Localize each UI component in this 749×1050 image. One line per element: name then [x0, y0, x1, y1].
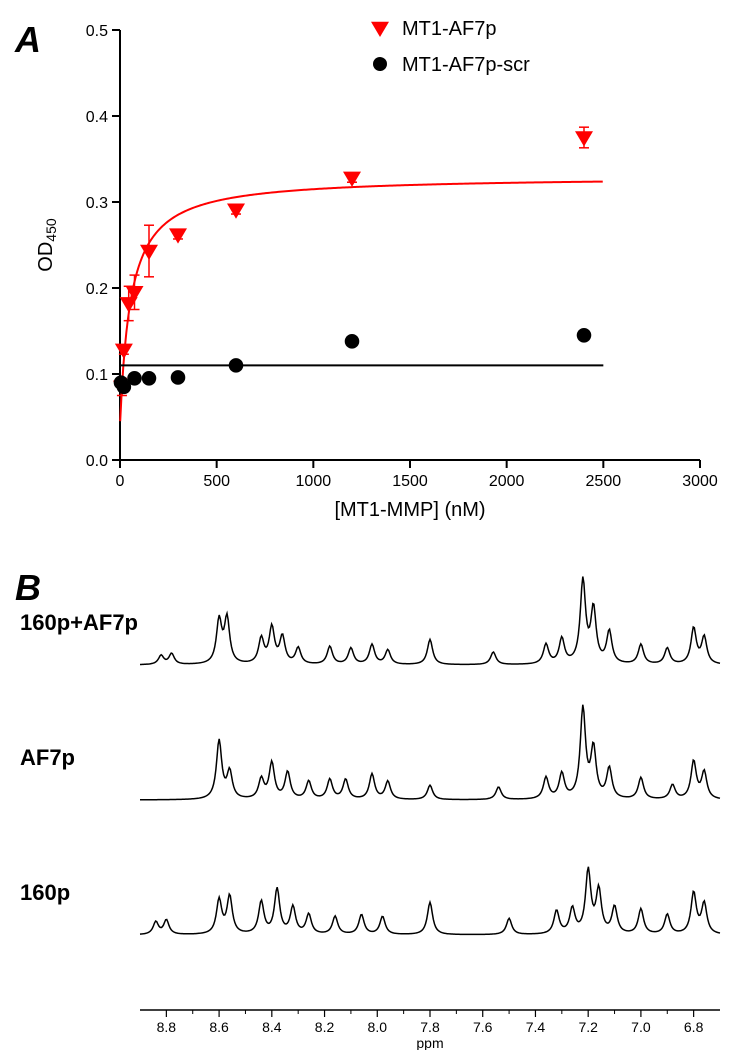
fit-curve: [120, 182, 603, 422]
panel-b-xtick-label: 7.0: [631, 1019, 651, 1035]
xtick-label: 2000: [489, 473, 525, 490]
ytick-label: 0.1: [86, 367, 108, 384]
panel-b-xtick-label: 8.8: [157, 1019, 177, 1035]
xtick-label: 1500: [392, 473, 428, 490]
panel-a-ylabel: OD450: [35, 218, 59, 272]
xtick-label: 0: [116, 473, 125, 490]
nmr-trace-label: AF7p: [20, 745, 75, 770]
panel-b-xtick-label: 7.2: [578, 1019, 598, 1035]
panel-b-label: B: [15, 567, 41, 608]
data-marker-triangle: [169, 228, 187, 243]
data-marker-triangle: [115, 344, 133, 359]
data-marker-circle: [142, 371, 157, 386]
data-marker-circle: [127, 371, 142, 386]
xtick-label: 1000: [296, 473, 332, 490]
panel-b-xtick-label: 8.6: [209, 1019, 229, 1035]
ytick-label: 0.5: [86, 23, 108, 40]
ytick-label: 0.0: [86, 453, 108, 470]
data-marker-circle: [171, 370, 186, 385]
data-marker-circle: [345, 334, 360, 349]
panel-b-xtick-label: 7.6: [473, 1019, 493, 1035]
legend-label: MT1-AF7p-scr: [402, 54, 530, 76]
data-marker-circle: [577, 328, 592, 343]
legend-marker-circle: [373, 57, 387, 71]
data-marker-circle: [229, 358, 244, 373]
panel-b-xtick-label: 7.8: [420, 1019, 440, 1035]
nmr-trace-label: 160p+AF7p: [20, 610, 138, 635]
legend-marker-triangle: [371, 22, 389, 37]
ytick-label: 0.2: [86, 281, 108, 298]
nmr-trace: [140, 705, 720, 800]
panel-b-xtick-label: 6.8: [684, 1019, 704, 1035]
panel-b-xtick-label: 7.4: [526, 1019, 546, 1035]
figure-root: A 0.0 0.1 0.2 0.3 0.4 0.5 0 500 1000 1500 2000 2500 3…: [0, 0, 749, 1050]
legend-label: MT1-AF7p: [402, 18, 496, 40]
panel-a-xlabel: [MT1-MMP] (nM): [334, 499, 485, 521]
panel-b-xtick-label: 8.0: [368, 1019, 388, 1035]
nmr-trace-label: 160p: [20, 880, 70, 905]
ytick-label: 0.3: [86, 195, 108, 212]
nmr-trace: [140, 577, 720, 665]
data-marker-triangle: [575, 131, 593, 146]
ytick-label: 0.4: [86, 109, 108, 126]
panel-a-label: A: [14, 19, 41, 60]
panel-b-xtick-label: 8.2: [315, 1019, 335, 1035]
panel-b-xtick-label: 8.4: [262, 1019, 282, 1035]
xtick-label: 3000: [682, 473, 718, 490]
nmr-trace: [140, 867, 720, 935]
data-marker-triangle: [343, 172, 361, 187]
panel-b-xlabel: ppm: [416, 1035, 443, 1050]
xtick-label: 2500: [586, 473, 622, 490]
xtick-label: 500: [203, 473, 230, 490]
data-marker-triangle: [227, 203, 245, 218]
